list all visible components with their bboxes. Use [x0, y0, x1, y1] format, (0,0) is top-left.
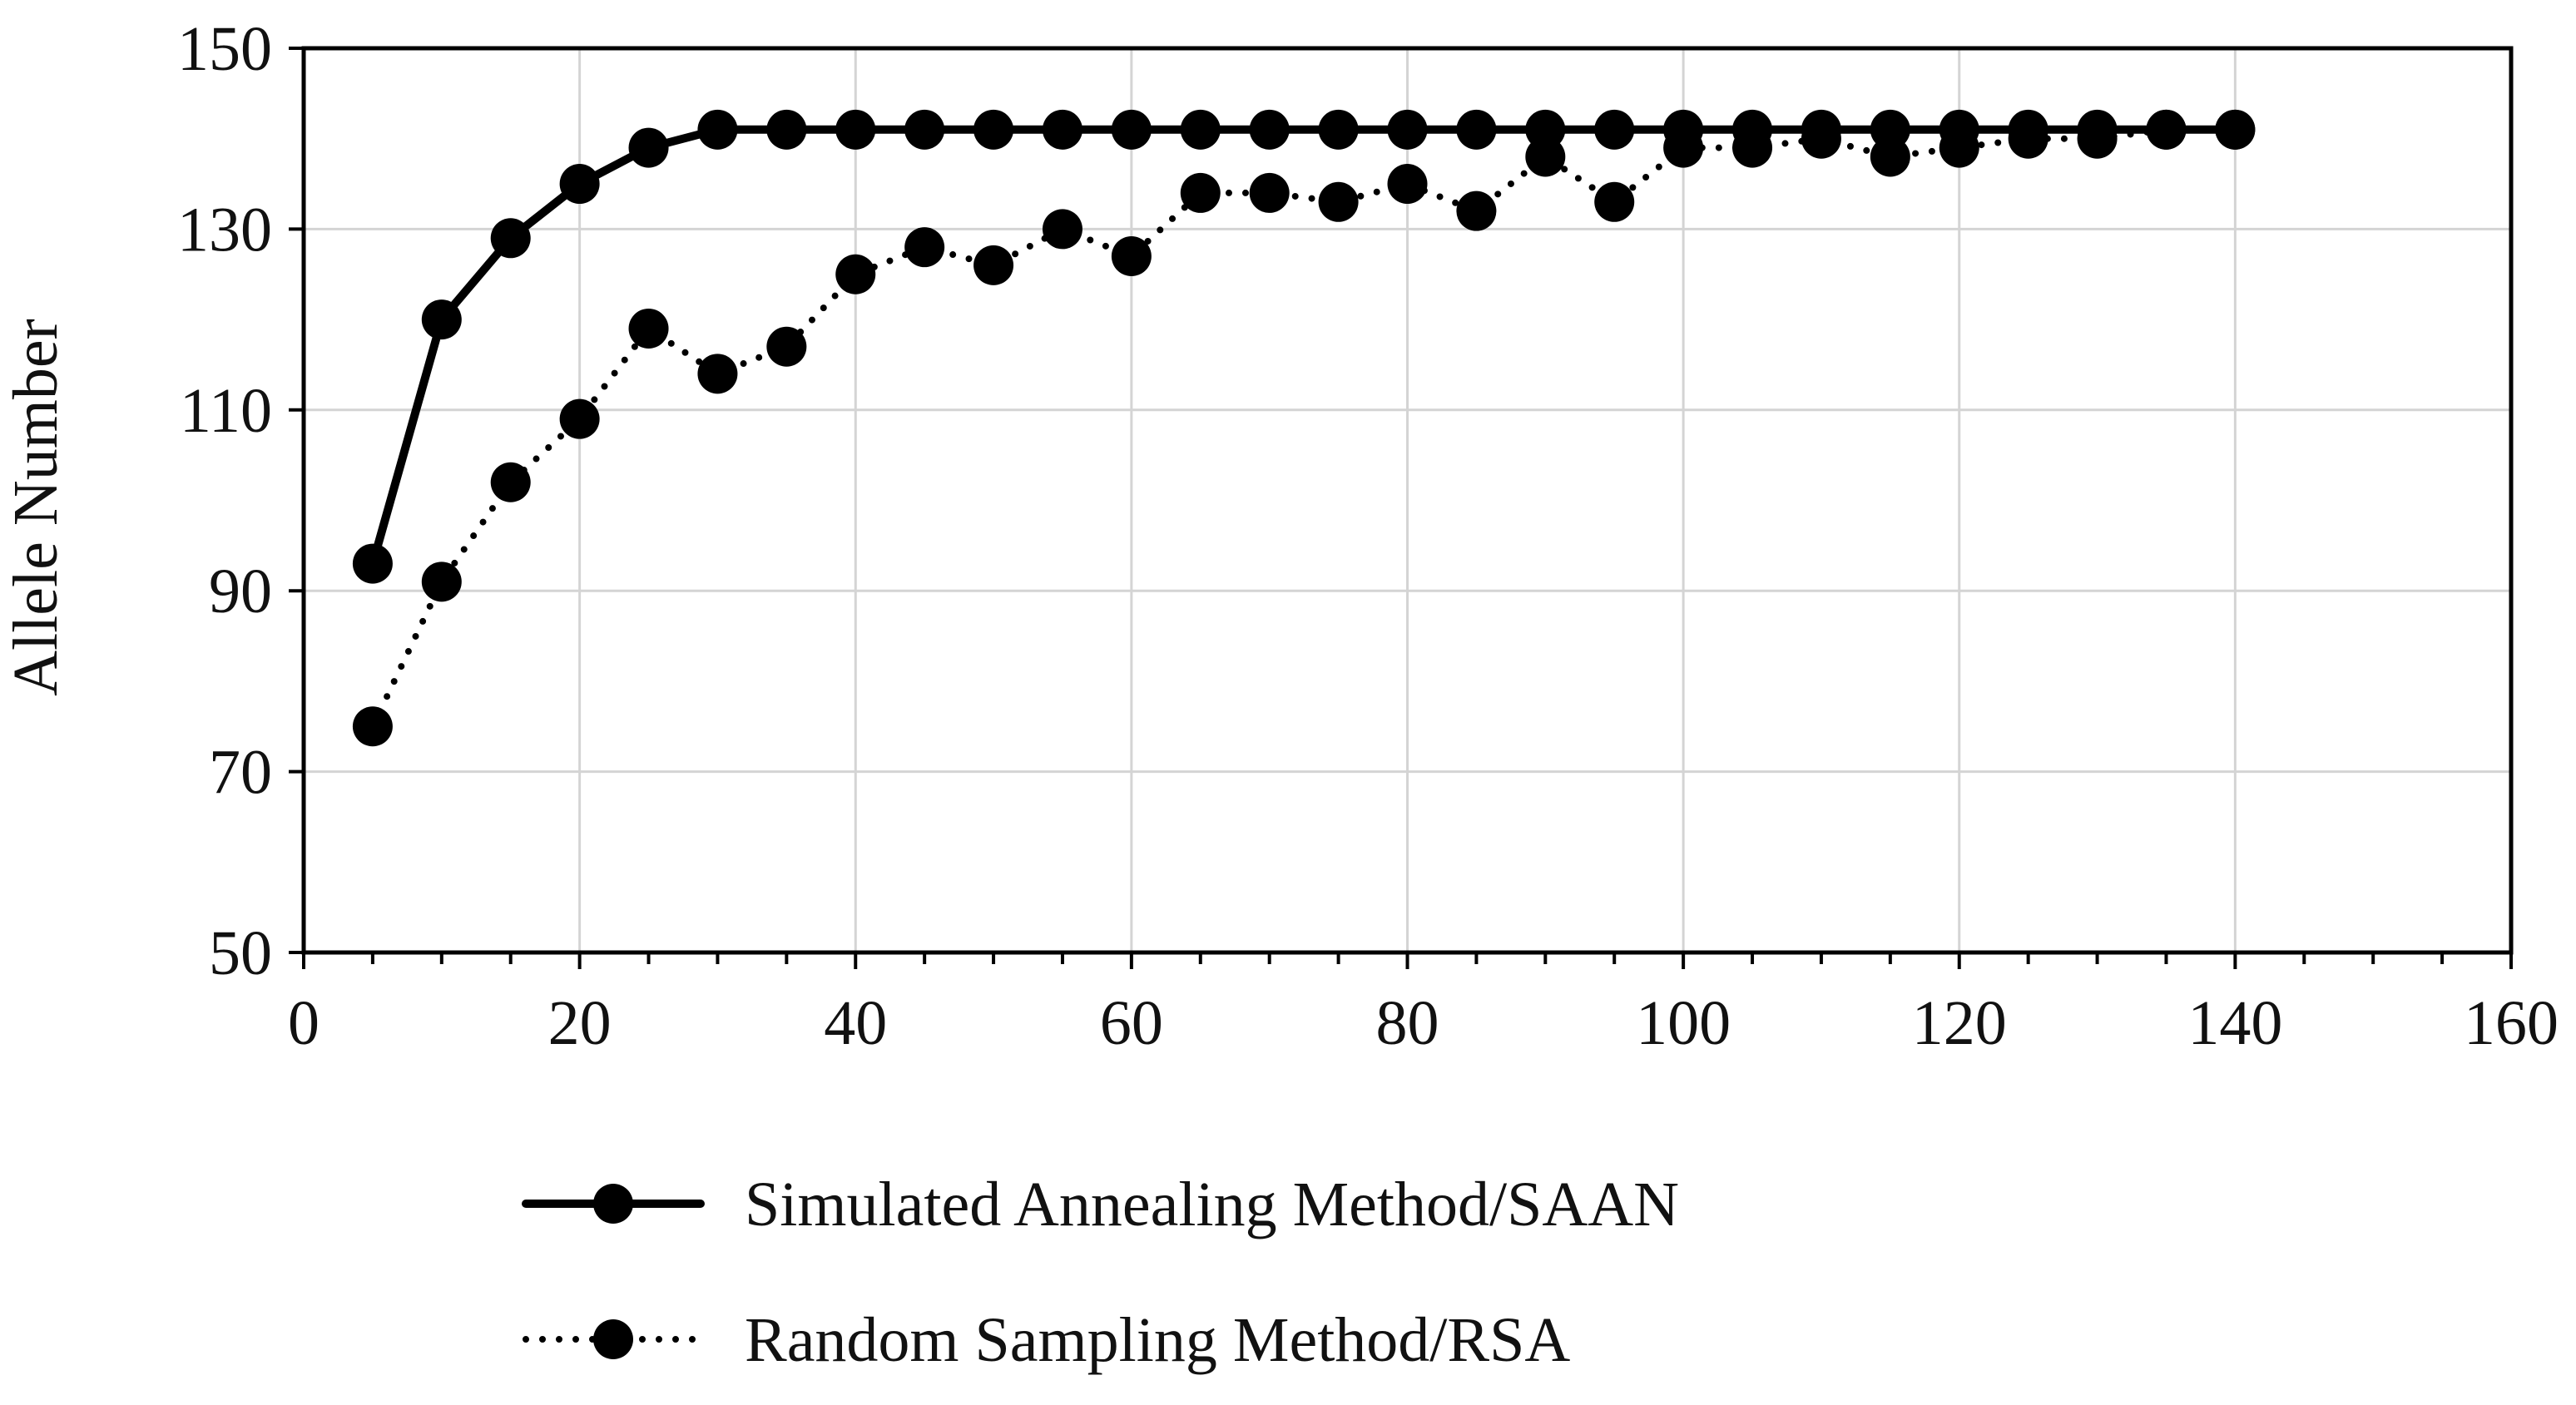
legend-label: Random Sampling Method/RSA — [745, 1305, 1570, 1375]
series-rsa — [352, 109, 2256, 747]
x-tick-label: 160 — [2464, 988, 2559, 1058]
x-tick-label: 0 — [288, 988, 320, 1058]
data-point — [1387, 109, 1428, 150]
data-point — [352, 543, 393, 584]
data-point — [697, 354, 738, 394]
x-tick-label: 80 — [1376, 988, 1439, 1058]
series-line — [368, 125, 2240, 568]
legend-item: Random Sampling Method/RSA — [523, 1305, 1570, 1375]
data-point — [490, 218, 531, 259]
data-point — [766, 109, 807, 150]
data-point — [1249, 172, 1290, 213]
data-point — [1249, 109, 1290, 150]
data-point — [421, 299, 462, 340]
data-point — [2146, 109, 2187, 150]
legend-label: Simulated Annealing Method/SAAN — [745, 1170, 1679, 1239]
data-point — [2008, 118, 2048, 159]
data-point — [973, 245, 1014, 285]
data-point — [1180, 109, 1221, 150]
data-point — [1111, 236, 1152, 277]
y-tick-label: 90 — [209, 557, 272, 626]
data-point — [973, 109, 1014, 150]
data-point — [904, 227, 945, 268]
data-point — [628, 127, 669, 168]
axes: 0 20 40 60 80 100 120 140 160 50 70 90 110 130 150 — [177, 14, 2559, 1058]
data-point — [1111, 109, 1152, 150]
data-point — [2077, 118, 2118, 159]
data-point — [559, 398, 600, 439]
data-point — [421, 562, 462, 602]
data-point — [1042, 109, 1082, 150]
data-point — [1732, 127, 1773, 168]
x-tick-label: 100 — [1636, 988, 1731, 1058]
x-tick-label: 120 — [1912, 988, 2007, 1058]
y-tick-label: 70 — [209, 738, 272, 808]
series-line — [369, 126, 2239, 730]
legend-marker — [593, 1184, 633, 1224]
y-axis-title: Allele Number — [1, 319, 71, 696]
data-point — [352, 706, 393, 747]
y-tick-label: 130 — [177, 195, 272, 265]
data-point — [1870, 136, 1910, 177]
series-layer — [352, 109, 2256, 747]
data-point — [628, 308, 669, 349]
data-point — [1663, 127, 1704, 168]
data-point — [1525, 136, 1566, 177]
y-tick-label: 150 — [177, 14, 272, 84]
data-point — [1318, 109, 1359, 150]
data-point — [1387, 164, 1428, 205]
data-point — [1042, 209, 1082, 250]
x-tick-label: 60 — [1100, 988, 1163, 1058]
legend: Simulated Annealing Method/SAAN Random Sa… — [522, 1170, 1679, 1375]
x-tick-label: 140 — [2187, 988, 2282, 1058]
legend-marker — [593, 1319, 633, 1359]
data-point — [1180, 172, 1221, 213]
y-tick-label: 110 — [180, 376, 272, 446]
data-point — [559, 164, 600, 205]
x-tick-label: 20 — [548, 988, 612, 1058]
data-point — [1456, 190, 1497, 231]
data-point — [904, 109, 945, 150]
data-point — [697, 109, 738, 150]
data-point — [1801, 118, 1841, 159]
data-point — [1939, 127, 1979, 168]
data-point — [1318, 181, 1359, 222]
data-point — [490, 462, 531, 502]
data-point — [835, 254, 876, 294]
data-point — [766, 326, 807, 367]
x-tick-label: 40 — [824, 988, 887, 1058]
y-tick-label: 50 — [209, 918, 272, 988]
legend-item: Simulated Annealing Method/SAAN — [522, 1170, 1679, 1239]
data-point — [1456, 109, 1497, 150]
data-point — [1594, 109, 1635, 150]
data-point — [835, 109, 876, 150]
data-point — [2215, 109, 2256, 150]
data-point — [1594, 181, 1635, 222]
